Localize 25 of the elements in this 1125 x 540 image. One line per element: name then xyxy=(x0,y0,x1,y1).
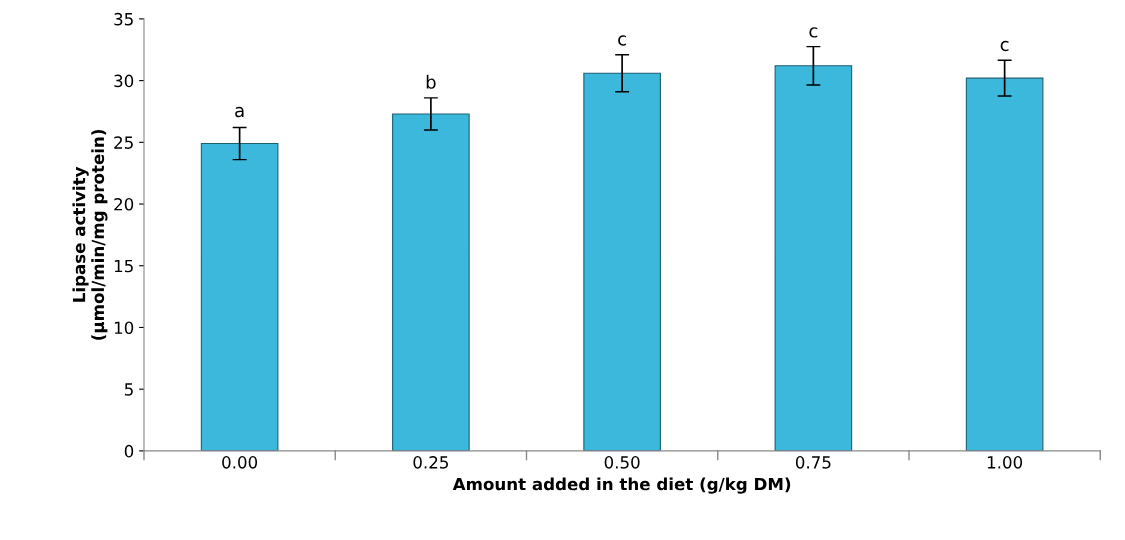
x-tick-label: 1.00 xyxy=(987,456,1023,469)
bar xyxy=(583,72,661,451)
y-axis-title: Lipase activity (µmol/min/mg protein) xyxy=(72,129,108,340)
bar xyxy=(200,143,279,451)
annotation: b xyxy=(426,74,436,89)
y-tick-label: 35 xyxy=(114,12,133,26)
annotation: c xyxy=(618,35,626,46)
bar xyxy=(392,113,470,451)
bar xyxy=(965,77,1044,451)
y-tick-label: 20 xyxy=(114,198,134,211)
y-tick-label: 5 xyxy=(124,383,133,396)
y-tick-label: 25 xyxy=(114,136,133,149)
annotation: a xyxy=(235,106,244,118)
y-tick-label: 0 xyxy=(124,444,134,458)
annotation: c xyxy=(809,27,818,38)
x-tick-label: 0.25 xyxy=(413,456,448,469)
y-tick-label: 30 xyxy=(114,74,134,88)
y-tick-label: 15 xyxy=(114,259,133,273)
x-tick-label: 0.75 xyxy=(795,456,831,469)
x-tick-label: 0.00 xyxy=(222,456,258,469)
bar xyxy=(774,65,853,451)
x-axis-title: Amount added in the diet (g/kg DM) xyxy=(452,477,791,494)
annotation: c xyxy=(1000,40,1009,52)
x-tick-label: 0.50 xyxy=(604,456,640,469)
y-tick-label: 10 xyxy=(114,321,134,335)
